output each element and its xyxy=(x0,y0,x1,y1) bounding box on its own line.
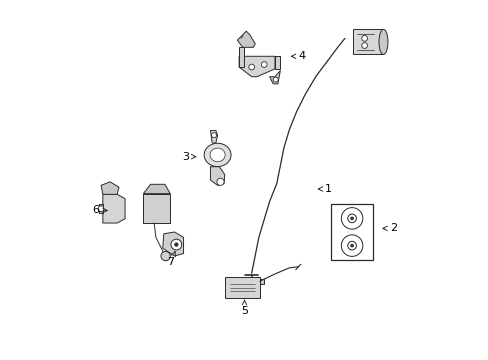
Ellipse shape xyxy=(203,143,230,167)
Polygon shape xyxy=(274,56,280,69)
Polygon shape xyxy=(210,167,224,185)
Circle shape xyxy=(361,36,367,41)
Polygon shape xyxy=(143,194,170,223)
Circle shape xyxy=(361,42,367,48)
Polygon shape xyxy=(239,47,244,67)
Polygon shape xyxy=(239,56,274,77)
Circle shape xyxy=(261,62,266,67)
Text: 4: 4 xyxy=(291,51,305,61)
Bar xyxy=(331,204,372,260)
Polygon shape xyxy=(269,71,280,84)
Circle shape xyxy=(174,243,178,246)
Polygon shape xyxy=(163,232,183,256)
Polygon shape xyxy=(99,204,102,213)
Polygon shape xyxy=(352,30,383,54)
Circle shape xyxy=(98,206,104,212)
Polygon shape xyxy=(102,194,125,223)
Circle shape xyxy=(161,251,170,261)
Circle shape xyxy=(347,214,356,223)
Text: 7: 7 xyxy=(167,252,175,267)
Circle shape xyxy=(217,178,224,185)
Polygon shape xyxy=(237,31,255,47)
Polygon shape xyxy=(225,277,260,298)
Text: 3: 3 xyxy=(182,152,195,162)
Text: 1: 1 xyxy=(318,184,331,194)
Circle shape xyxy=(341,208,362,229)
Circle shape xyxy=(341,235,362,256)
Circle shape xyxy=(248,64,254,70)
Polygon shape xyxy=(210,131,217,143)
Polygon shape xyxy=(101,182,119,194)
Circle shape xyxy=(273,77,278,82)
Circle shape xyxy=(350,244,353,247)
Text: 2: 2 xyxy=(382,224,396,233)
Ellipse shape xyxy=(378,30,387,54)
Text: 6: 6 xyxy=(92,206,107,216)
Polygon shape xyxy=(260,279,264,284)
Text: 5: 5 xyxy=(241,300,247,316)
Polygon shape xyxy=(143,184,170,194)
Circle shape xyxy=(347,241,356,250)
Ellipse shape xyxy=(210,148,224,162)
Circle shape xyxy=(211,133,216,138)
Circle shape xyxy=(350,217,353,220)
Circle shape xyxy=(171,239,182,250)
